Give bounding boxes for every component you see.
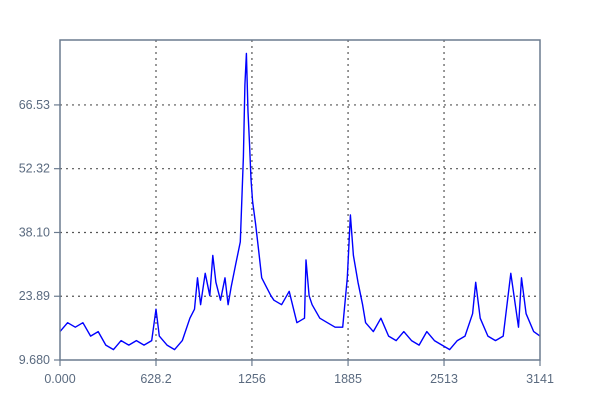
x-tick-label: 1885 [334,372,362,386]
axis-ticks: 0.000 628.2 1256 1885 2513 3141 9.680 23.89 38.1… [19,98,554,386]
y-tick-label: 66.53 [19,98,50,112]
plot-frame [59,39,541,361]
x-tick-label: 3141 [526,372,554,386]
x-tick-label: 1256 [238,372,266,386]
y-tick-label: 9.680 [19,353,50,367]
y-tick-label: 23.89 [19,289,50,303]
x-tick-label: 2513 [430,372,458,386]
y-tick-label: 38.10 [19,225,50,239]
x-tick-label: 0.000 [44,372,75,386]
grid-lines [60,40,540,360]
x-tick-label: 628.2 [140,372,171,386]
series-line [59,52,541,351]
y-tick-label: 52.32 [19,162,50,176]
